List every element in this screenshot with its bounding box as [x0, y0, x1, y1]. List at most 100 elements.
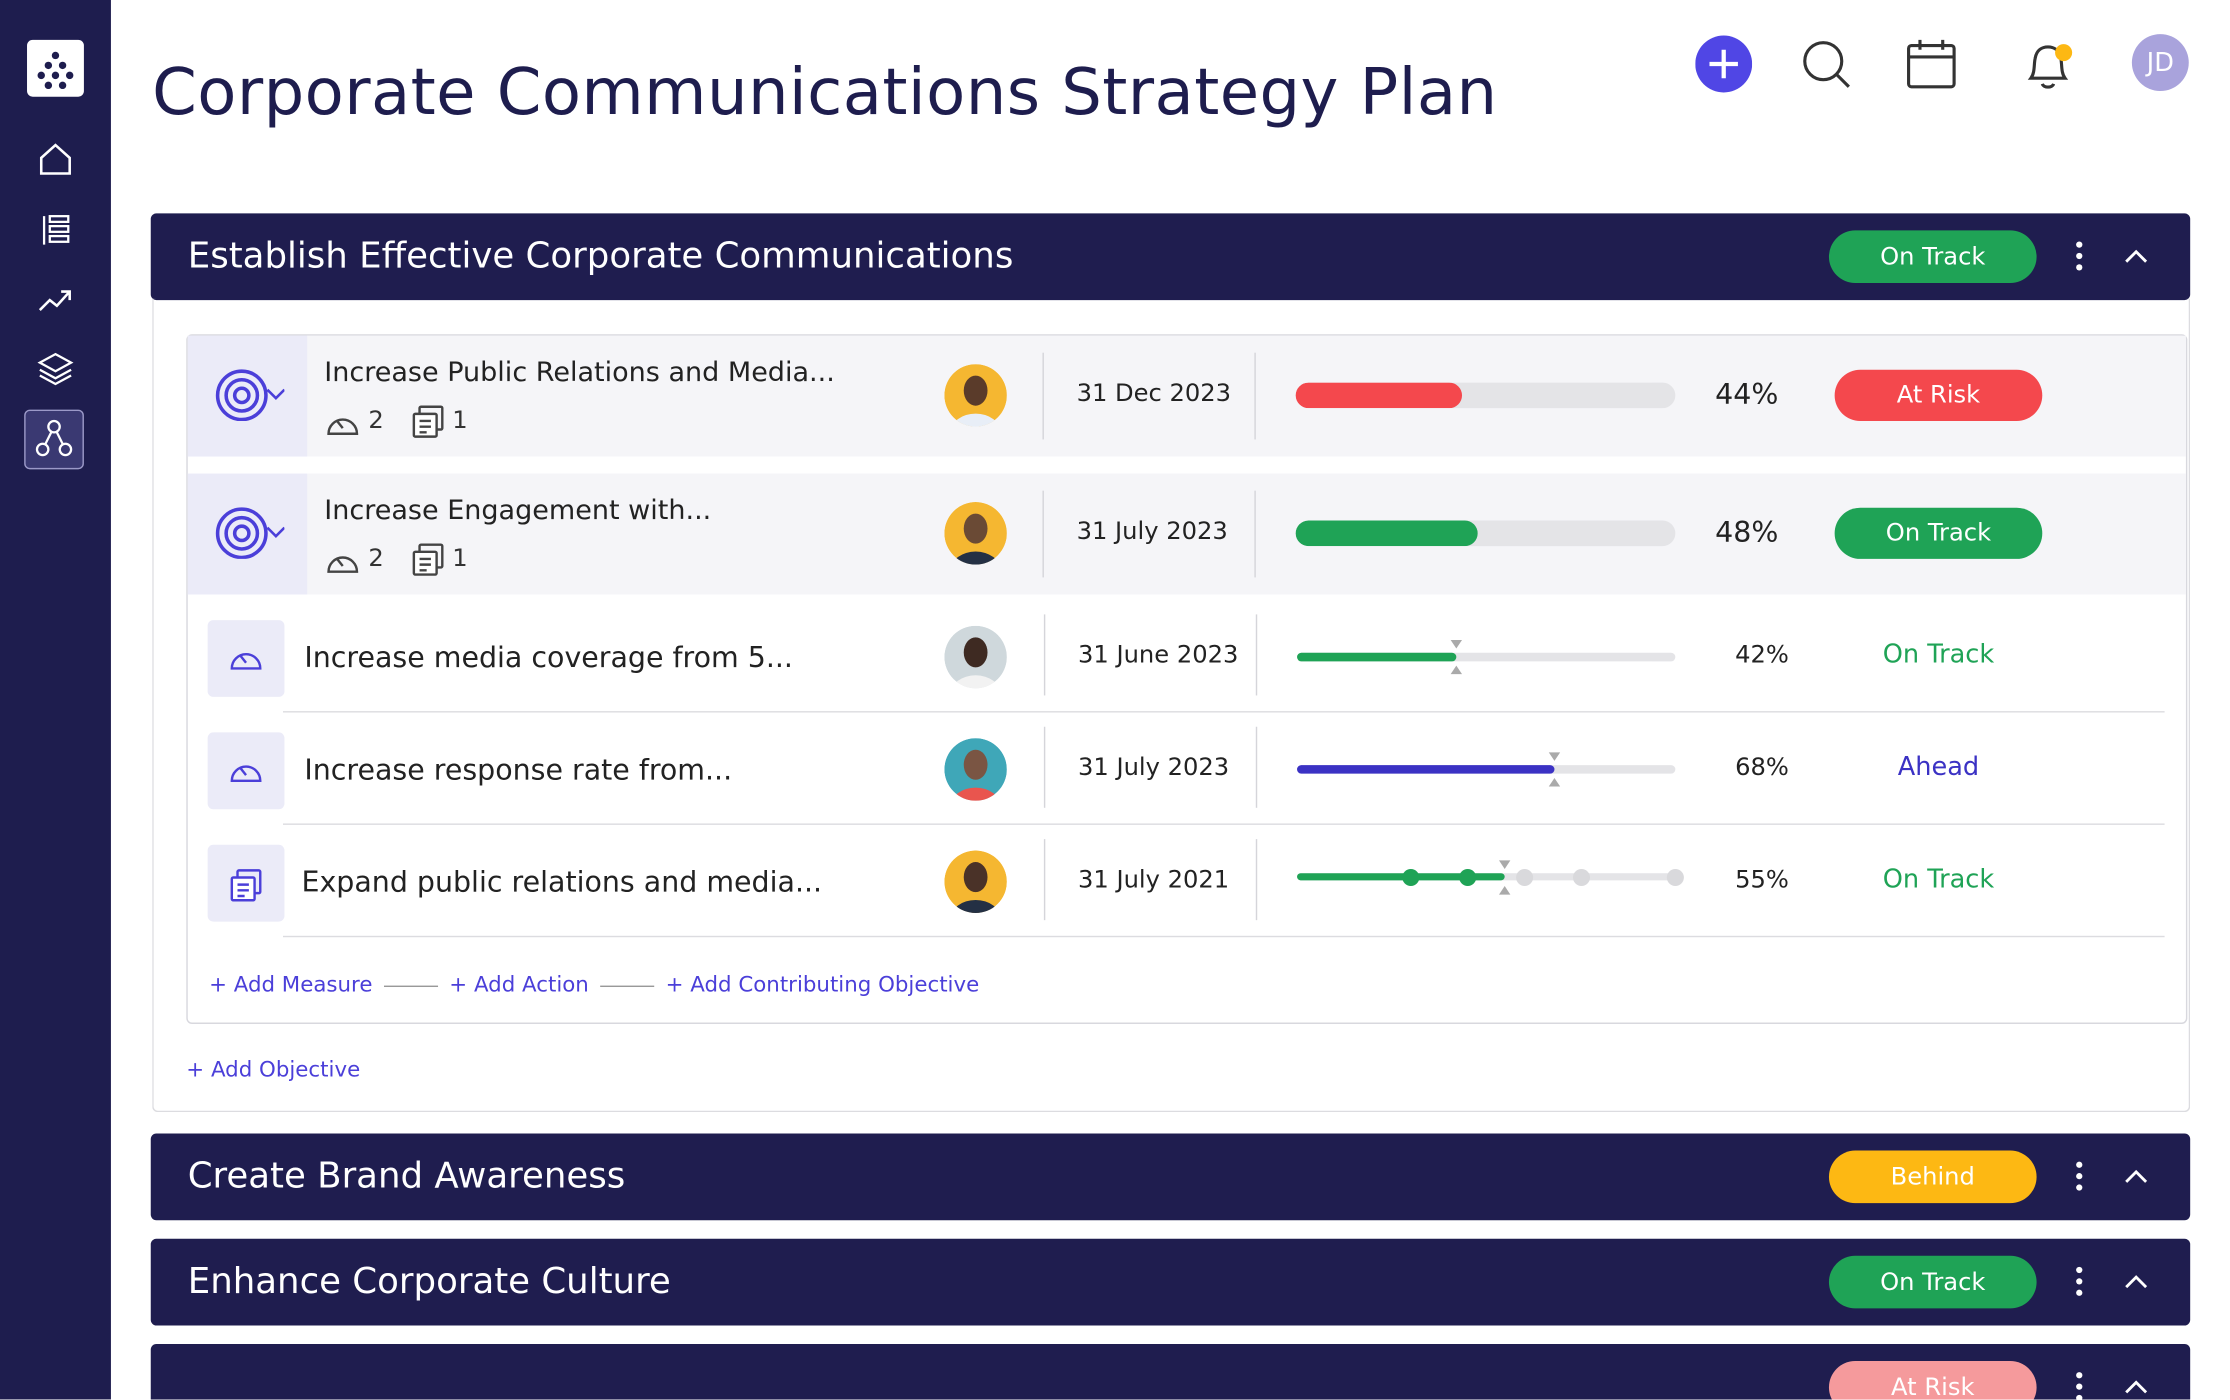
icon-part — [230, 765, 262, 782]
item-name: Expand public relations and media... — [301, 864, 823, 899]
divider — [1043, 839, 1046, 921]
section-header[interactable]: At Risk — [150, 1343, 2191, 1400]
icon-part — [2125, 1169, 2148, 1183]
section-header[interactable]: Enhance Corporate Culture On Track — [150, 1238, 2191, 1326]
target-marker — [1498, 859, 1512, 902]
icon-part — [266, 526, 286, 538]
logo-icon — [37, 51, 74, 90]
icon-part — [2125, 1380, 2148, 1394]
icon-part — [1499, 860, 1511, 895]
icon-part — [230, 653, 262, 670]
icon-part — [1450, 639, 1462, 675]
icon-part — [963, 862, 988, 893]
calendar-button[interactable] — [1904, 37, 1958, 91]
icon-part — [58, 442, 73, 457]
objective-row[interactable]: Increase Engagement with... 2 1 31 July 202… — [187, 473, 2186, 595]
icon-part — [239, 767, 247, 776]
target-marker — [1547, 751, 1561, 794]
measure-icon — [207, 732, 285, 810]
objective-icon — [187, 473, 308, 595]
add-link[interactable]: + Add Action — [449, 971, 589, 997]
status-label: At Risk — [1891, 1373, 1975, 1400]
icon-part — [336, 420, 344, 429]
section-header[interactable]: Establish Effective Corporate Communicat… — [150, 213, 2191, 301]
measures-count: 2 — [368, 406, 384, 436]
icon-part — [2125, 249, 2148, 263]
icon-part — [2055, 44, 2073, 62]
measure-icon — [207, 620, 285, 697]
icon-part — [35, 419, 73, 457]
due-date: 31 Dec 2023 — [1076, 379, 1232, 409]
icon-part — [232, 386, 251, 405]
progress-track — [1295, 382, 1676, 409]
divider — [1043, 614, 1046, 696]
icon-part — [412, 543, 444, 576]
add-link[interactable]: + Add Measure — [209, 971, 373, 997]
icon-part — [2125, 1169, 2148, 1183]
icon-part — [336, 558, 344, 567]
icon-part — [2076, 1266, 2083, 1296]
icon-part — [215, 369, 286, 422]
icon-part — [944, 502, 1007, 565]
logo[interactable] — [27, 39, 84, 97]
due-date: 31 June 2023 — [1078, 641, 1239, 670]
icon-part — [2076, 1173, 2083, 1180]
item-row[interactable]: Increase response rate from... 31 July 20… — [188, 713, 2186, 825]
icon-part — [963, 513, 988, 544]
nav-list[interactable] — [38, 212, 72, 249]
nav-strategy-active[interactable] — [24, 409, 84, 470]
due-date: 31 July 2023 — [1078, 753, 1230, 783]
icon-part — [944, 364, 1007, 427]
icon-part — [230, 653, 262, 670]
icon-part — [2076, 1266, 2083, 1274]
item-status: On Track — [1882, 864, 1995, 895]
section-menu — [2068, 1159, 2091, 1199]
nav-trend[interactable] — [37, 283, 74, 317]
icon-part — [1548, 752, 1560, 787]
progress-bar — [1295, 382, 1463, 409]
icon-part — [2125, 249, 2148, 263]
status-pill: On Track — [1834, 507, 2043, 559]
item-row[interactable]: Increase media coverage from 5... 31 June… — [188, 600, 2186, 713]
divider — [1254, 352, 1256, 440]
icon-part — [228, 866, 265, 909]
icon-part — [2076, 252, 2083, 260]
icon-part — [2076, 264, 2083, 271]
icon-part — [412, 543, 444, 576]
icon-part — [944, 850, 1007, 914]
user-avatar[interactable]: JD — [2131, 34, 2189, 92]
add-objective[interactable]: + Add Objective — [186, 1056, 361, 1083]
icon-part — [412, 405, 444, 438]
item-name: Increase media coverage from 5... — [304, 639, 793, 675]
icon-part — [2076, 1161, 2083, 1191]
icon-part — [327, 556, 359, 573]
section-header[interactable]: Create Brand Awareness Behind — [150, 1133, 2191, 1221]
icon-part — [2040, 83, 2056, 89]
icon-part — [1907, 43, 1956, 89]
objective-row[interactable]: Increase Public Relations and Media... 2 1… — [187, 335, 2186, 457]
link-connector — [600, 985, 655, 988]
icon-part — [38, 290, 71, 311]
due-date: 31 July 2021 — [1078, 866, 1230, 895]
nav-home[interactable] — [37, 141, 74, 178]
user-initials: JD — [2146, 47, 2174, 78]
nav-strategy-icon — [35, 419, 73, 457]
status-label: On Track — [1880, 1267, 1986, 1297]
item-row[interactable]: Expand public relations and media... 31 J… — [188, 825, 2186, 938]
icon-part — [2076, 241, 2083, 271]
objective-name: Increase Public Relations and Media... — [324, 356, 835, 389]
notifications-button[interactable] — [2020, 37, 2083, 94]
icon-part — [2027, 45, 2069, 80]
icon-part — [1499, 860, 1511, 895]
icon-part — [35, 442, 50, 457]
search-button[interactable] — [1799, 37, 1853, 91]
nav-layers[interactable] — [37, 350, 74, 387]
icon-part — [37, 352, 74, 373]
icon-part — [951, 787, 1000, 801]
icon-part — [951, 675, 1000, 689]
add-button[interactable] — [1695, 35, 1753, 93]
item-status: Ahead — [1897, 752, 1980, 783]
measures-count: 2 — [368, 544, 384, 574]
add-link[interactable]: + Add Contributing Objective — [665, 971, 980, 997]
progress-percent: 68% — [1735, 753, 1789, 783]
